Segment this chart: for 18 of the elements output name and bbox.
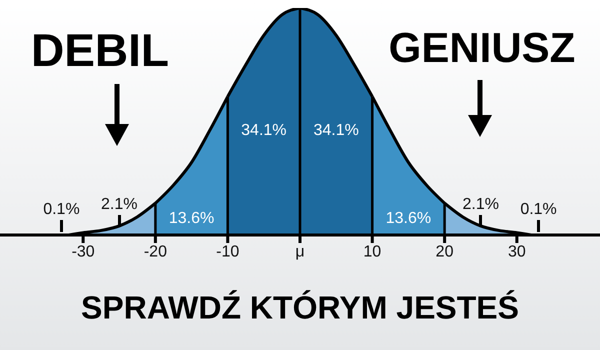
annotation: 34.1%: [313, 122, 359, 140]
annotation: 0.1%: [43, 201, 80, 220]
annotation: 34.1%: [241, 122, 287, 140]
x-tick-label: μ: [295, 243, 305, 260]
annotation: 2.1%: [462, 196, 499, 214]
x-tick-label: -20: [144, 243, 168, 260]
x-tick-label: -30: [72, 243, 95, 260]
annotation: 2.1%: [101, 196, 138, 214]
annotation: DEBIL: [31, 23, 169, 77]
x-tick-label: -10: [216, 243, 240, 260]
annotation: 13.6%: [386, 210, 432, 228]
x-tick-label: 10: [363, 243, 382, 260]
annotation: 13.6%: [168, 210, 214, 228]
x-tick-label: 20: [436, 243, 454, 260]
annotation: 0.1%: [520, 201, 557, 220]
annotation: GENIUSZ: [388, 24, 576, 72]
text: SPRAWDŹ KTÓRYM JESTEŚ: [81, 290, 519, 326]
x-tick-label: 30: [508, 243, 526, 260]
